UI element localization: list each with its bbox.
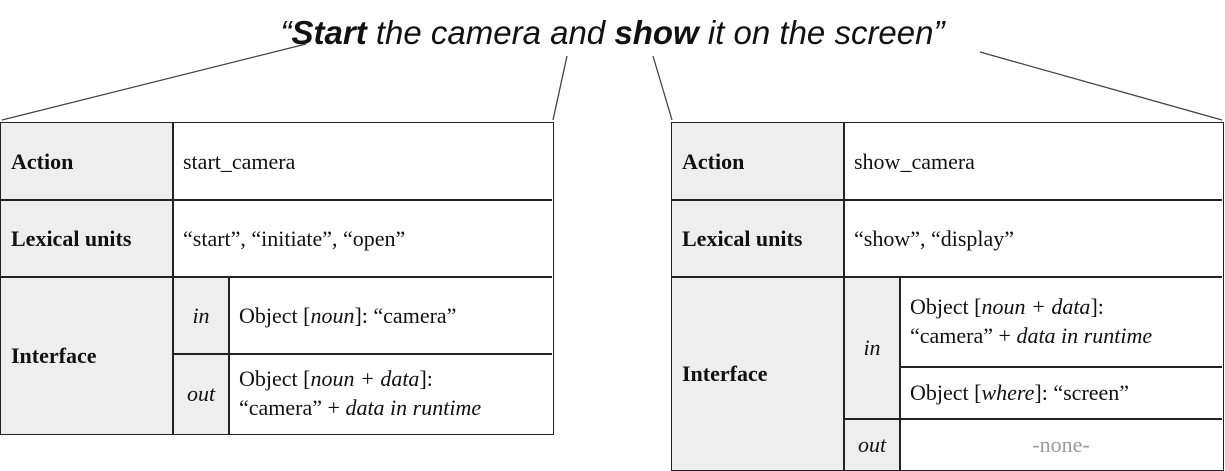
action-value: start_camera — [183, 148, 296, 174]
interface-in-object-screen: Object [where]: “screen” — [910, 380, 1130, 405]
interface-out-object: Object [noun + data]: “camera” + data in … — [239, 366, 482, 420]
divider — [899, 277, 901, 470]
leader-start-right — [552, 55, 568, 121]
divider — [228, 277, 230, 434]
divider — [1, 276, 552, 278]
divider — [172, 123, 174, 434]
frame-start-camera: Action start_camera Lexical units “start… — [0, 122, 554, 435]
leader-show-right — [979, 51, 1223, 121]
interface-in-label: in — [173, 277, 229, 354]
interface-label: Interface — [1, 277, 173, 434]
action-label: Action — [1, 123, 173, 200]
interface-out-label: out — [844, 419, 900, 470]
leader-show-left — [652, 55, 673, 121]
divider — [843, 123, 845, 470]
lexical-units-value: “start”, “initiate”, “open” — [183, 225, 406, 251]
interface-label: Interface — [672, 277, 844, 470]
divider — [900, 366, 1222, 368]
interface-out-none: -none- — [1032, 431, 1090, 457]
lexical-units-label: Lexical units — [672, 200, 844, 277]
divider — [672, 199, 1222, 201]
divider — [1, 199, 552, 201]
divider — [844, 418, 1222, 420]
interface-in-object-camera: Object [noun + data]: “camera” + data in … — [910, 294, 1153, 348]
divider — [672, 276, 1222, 278]
frame-show-camera: Action show_camera Lexical units “show”,… — [671, 122, 1224, 471]
interface-in-object: Object [noun]: “camera” — [239, 302, 457, 328]
action-label: Action — [672, 123, 844, 200]
lexical-units-label: Lexical units — [1, 200, 173, 277]
lexical-units-value: “show”, “display” — [854, 225, 1015, 251]
sentence-keyword-show: show — [614, 14, 699, 51]
divider — [173, 353, 552, 355]
action-value: show_camera — [854, 148, 975, 174]
interface-in-label: in — [844, 277, 900, 419]
example-sentence: “Start the camera and show it on the scr… — [280, 14, 945, 51]
interface-out-label: out — [173, 354, 229, 434]
leader-start-left — [1, 43, 307, 121]
